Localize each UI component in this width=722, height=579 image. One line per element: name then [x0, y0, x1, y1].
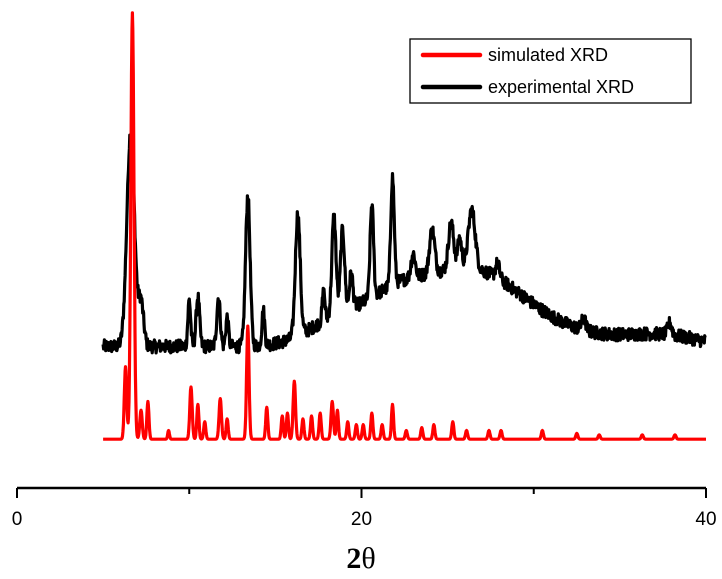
legend-label-simulated: simulated XRD — [488, 45, 608, 65]
x-axis-title-main: 2 — [346, 542, 361, 575]
x-tick-label: 0 — [12, 509, 23, 530]
series-experimental-xrd-line — [101, 133, 708, 355]
x-axis-title-symbol: θ — [361, 542, 375, 575]
legend-box — [409, 38, 692, 104]
series-simulated-xrd-line — [101, 11, 708, 441]
plot-area — [101, 11, 708, 441]
x-tick-label: 20 — [351, 509, 372, 530]
legend: simulated XRD experimental XRD — [409, 38, 692, 104]
x-axis-ticks: 0 20 40 — [12, 488, 717, 530]
legend-label-experimental: experimental XRD — [488, 77, 634, 97]
x-axis-title: 2θ — [346, 542, 375, 575]
x-tick-label: 40 — [695, 509, 716, 530]
